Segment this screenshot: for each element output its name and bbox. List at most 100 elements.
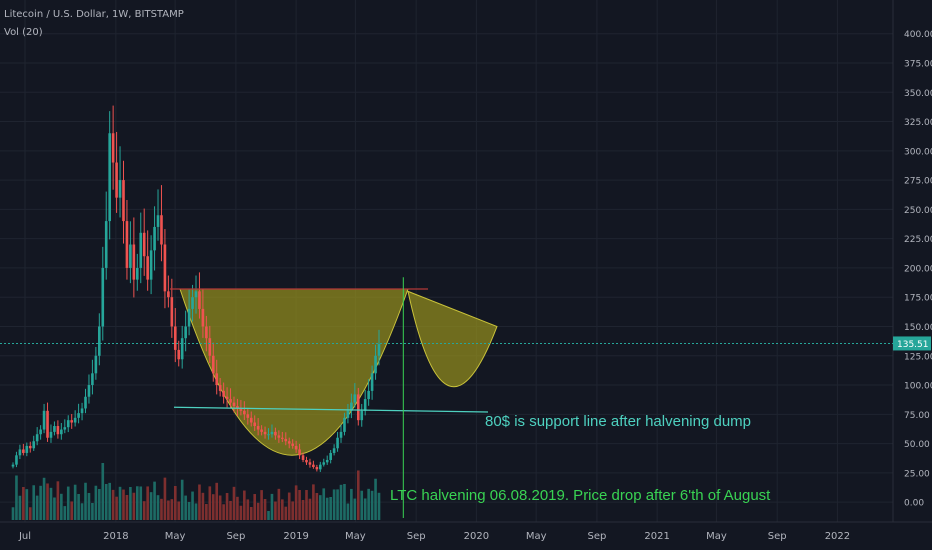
handle-shape bbox=[407, 290, 498, 388]
volume-bar bbox=[132, 492, 136, 520]
y-tick-label: 350.00 bbox=[904, 89, 932, 99]
volume-bar bbox=[267, 511, 270, 520]
volume-bar bbox=[246, 499, 250, 520]
candle-body bbox=[360, 410, 364, 421]
candle-body bbox=[377, 344, 381, 356]
volume-bar bbox=[118, 486, 122, 520]
candle-body bbox=[84, 396, 87, 409]
y-axis[interactable]: 400.00 375.00 350.00 325.00 300.00 275.00 250.… bbox=[893, 30, 932, 509]
volume-bar bbox=[208, 486, 212, 520]
y-tick-label: 200.00 bbox=[904, 264, 932, 274]
volume-bar bbox=[122, 489, 125, 520]
candle-body bbox=[22, 449, 25, 453]
volume-bar bbox=[80, 503, 84, 520]
volume-bar bbox=[263, 499, 267, 520]
volume-bar bbox=[104, 484, 108, 520]
candle-body bbox=[215, 373, 219, 386]
candlesticks bbox=[11, 105, 381, 472]
candle-body bbox=[28, 445, 32, 449]
candle-body bbox=[260, 429, 263, 432]
candle-body bbox=[343, 417, 346, 432]
volume-bar bbox=[142, 501, 146, 520]
candle-body bbox=[170, 297, 174, 327]
candle-body bbox=[156, 215, 160, 227]
candle-body bbox=[104, 221, 108, 268]
candle-body bbox=[294, 445, 298, 450]
candle-body bbox=[312, 464, 315, 468]
volume-bar bbox=[135, 486, 139, 520]
candle-body bbox=[108, 133, 111, 222]
volume-bar bbox=[18, 495, 22, 520]
volume-bar bbox=[63, 506, 67, 520]
volume-bar bbox=[177, 501, 181, 520]
candle-body bbox=[111, 133, 115, 163]
volume-bar bbox=[249, 507, 253, 520]
volume-bar bbox=[129, 487, 132, 520]
volume-bar bbox=[287, 492, 291, 520]
candle-body bbox=[177, 349, 181, 360]
volume-bar bbox=[205, 504, 208, 520]
candle-body bbox=[263, 431, 267, 435]
volume-bar bbox=[350, 488, 353, 520]
volume-bar bbox=[343, 484, 346, 520]
volume-bar bbox=[301, 500, 305, 520]
candle-body bbox=[339, 431, 343, 438]
candle-body bbox=[115, 162, 118, 198]
candle-body bbox=[184, 326, 187, 339]
x-axis[interactable]: Jul 2018 May Sep 2019 May Sep 2020 May Sep 2021 May… bbox=[18, 531, 850, 542]
candle-body bbox=[322, 462, 326, 465]
volume-bar bbox=[243, 490, 246, 520]
volume-bar bbox=[198, 484, 201, 520]
x-tick-label: 2022 bbox=[825, 531, 850, 542]
candle-body bbox=[163, 244, 167, 292]
x-tick-label: 2020 bbox=[464, 531, 489, 542]
volume-bar bbox=[346, 503, 350, 520]
candle-body bbox=[153, 226, 156, 251]
volume-bar bbox=[28, 507, 32, 520]
candle-body bbox=[370, 373, 374, 391]
volume-bar bbox=[22, 487, 25, 520]
candle-body bbox=[149, 250, 153, 280]
candle-body bbox=[367, 390, 370, 400]
volume-bar bbox=[201, 492, 205, 520]
volume-bar bbox=[35, 495, 39, 520]
volume-bar bbox=[256, 502, 260, 520]
x-tick-label: Sep bbox=[407, 531, 426, 542]
candle-body bbox=[308, 462, 312, 465]
candle-body bbox=[218, 385, 222, 391]
volume-bar bbox=[374, 478, 377, 520]
x-tick-label: Sep bbox=[226, 531, 245, 542]
candle-body bbox=[87, 385, 91, 397]
candle-body bbox=[94, 355, 98, 374]
volume-bar bbox=[232, 486, 236, 520]
candle-body bbox=[336, 437, 339, 449]
x-tick-label: 2018 bbox=[103, 531, 128, 542]
volume-bar bbox=[332, 489, 336, 520]
volume-bar bbox=[218, 495, 222, 520]
candle-body bbox=[98, 326, 101, 356]
x-tick-label: Sep bbox=[768, 531, 787, 542]
volume-bar bbox=[322, 488, 326, 520]
candle-body bbox=[249, 417, 253, 423]
candle-body bbox=[274, 431, 277, 436]
volume-bar bbox=[291, 501, 294, 520]
volume-bar bbox=[336, 489, 339, 520]
volume-bar bbox=[184, 495, 187, 520]
volume-bar bbox=[191, 491, 194, 520]
candle-body bbox=[18, 449, 22, 456]
volume-bar bbox=[53, 497, 56, 520]
candle-body bbox=[318, 464, 322, 470]
volume-bar bbox=[32, 485, 36, 520]
y-tick-label: 175.00 bbox=[904, 294, 932, 304]
candle-body bbox=[277, 435, 281, 438]
volume-bar bbox=[91, 503, 94, 520]
volume-indicator-label[interactable]: Vol (20) bbox=[4, 27, 43, 38]
candle-body bbox=[118, 180, 122, 198]
candle-body bbox=[191, 297, 194, 309]
symbol-title[interactable]: Litecoin / U.S. Dollar, 1W, BITSTAMP bbox=[4, 9, 184, 20]
candle-body bbox=[332, 448, 336, 453]
y-tick-label: 375.00 bbox=[904, 59, 932, 69]
candle-body bbox=[246, 414, 250, 418]
candle-body bbox=[346, 410, 350, 418]
